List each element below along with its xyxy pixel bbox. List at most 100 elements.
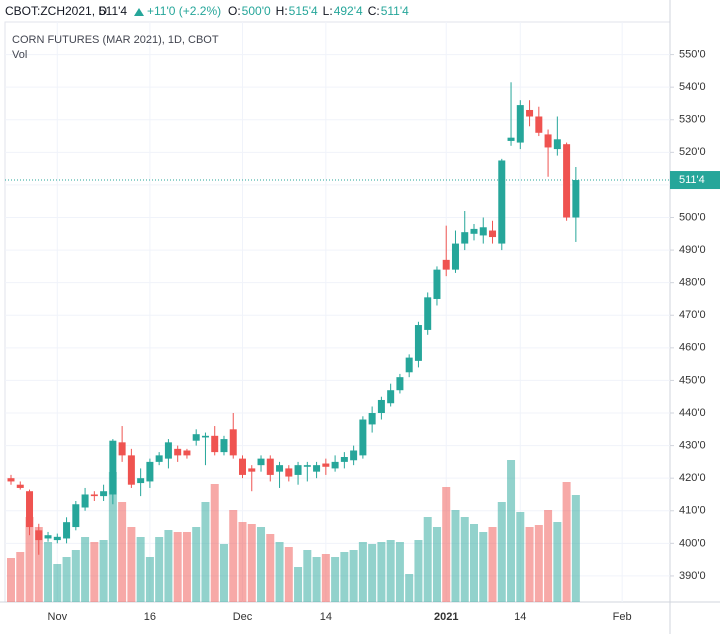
candle-body bbox=[414, 325, 422, 361]
x-tick-label: 2021 bbox=[434, 611, 458, 623]
candle-body bbox=[285, 468, 293, 477]
volume-bar bbox=[81, 537, 90, 602]
volume-bar bbox=[423, 517, 432, 602]
candle-body bbox=[72, 504, 80, 528]
y-tick-label: 550'0 bbox=[679, 48, 706, 60]
candle-body bbox=[137, 478, 145, 484]
candle-body bbox=[127, 455, 135, 485]
candle-body bbox=[340, 457, 348, 462]
volume-label: Vol bbox=[12, 49, 27, 61]
volume-bar bbox=[321, 554, 330, 602]
volume-bar bbox=[257, 527, 266, 602]
candle-body bbox=[53, 536, 61, 541]
volume-bar bbox=[432, 527, 441, 602]
candle-body bbox=[313, 465, 321, 472]
volume-bar bbox=[395, 542, 404, 602]
last-price-tag bbox=[670, 171, 720, 190]
candle-body bbox=[442, 259, 450, 270]
candle-body bbox=[183, 450, 191, 456]
ohlc-value: 500'0 bbox=[242, 4, 271, 18]
candle-body bbox=[498, 160, 506, 244]
x-tick-label: Dec bbox=[233, 611, 253, 623]
x-tick-label: 16 bbox=[144, 611, 156, 623]
candle-body bbox=[155, 455, 163, 462]
y-tick-label: 470'0 bbox=[679, 309, 706, 321]
candle-body bbox=[359, 419, 367, 456]
ohlc-value: 511'4 bbox=[381, 4, 409, 18]
volume-bar bbox=[266, 534, 275, 602]
candle-body bbox=[322, 463, 330, 467]
y-tick-label: 480'0 bbox=[679, 277, 706, 289]
volume-bar bbox=[238, 522, 247, 602]
candle-body bbox=[220, 439, 228, 453]
candle-body bbox=[507, 137, 515, 141]
candle-body bbox=[266, 458, 274, 475]
x-tick-label: 14 bbox=[320, 611, 332, 623]
candle-body bbox=[211, 435, 219, 453]
last-price: 511'4 bbox=[99, 4, 127, 18]
candle-body bbox=[553, 139, 561, 150]
candle-body bbox=[479, 227, 487, 236]
volume-bar bbox=[553, 522, 562, 602]
y-tick-label: 390'0 bbox=[679, 570, 706, 582]
y-tick-label: 490'0 bbox=[679, 244, 706, 256]
volume-bar bbox=[507, 460, 516, 602]
last-price-label: 511'4 bbox=[679, 174, 705, 186]
candle-body bbox=[350, 450, 358, 461]
volume-bar bbox=[90, 542, 99, 602]
volume-bar bbox=[534, 525, 543, 602]
candle-body bbox=[118, 442, 126, 456]
volume-bar bbox=[562, 482, 571, 602]
candle-body bbox=[368, 413, 376, 425]
chart-title: CORN FUTURES (MAR 2021), 1D, CBOT bbox=[12, 34, 219, 46]
volume-bar bbox=[488, 527, 497, 602]
volume-bar bbox=[275, 542, 284, 602]
volume-bar bbox=[25, 517, 34, 602]
y-tick-label: 460'0 bbox=[679, 342, 706, 354]
candle-body bbox=[164, 442, 172, 459]
change: +11'0 (+2.2%) bbox=[147, 4, 221, 18]
candle-body bbox=[109, 440, 117, 495]
candle-body bbox=[303, 465, 311, 467]
volume-bar bbox=[16, 552, 25, 602]
volume-bar bbox=[155, 537, 164, 602]
ohlc-label: O: bbox=[228, 4, 241, 18]
x-tick-label: Feb bbox=[613, 611, 632, 623]
volume-bar bbox=[516, 512, 525, 602]
volume-bar bbox=[460, 517, 469, 602]
candle-body bbox=[16, 484, 24, 488]
y-tick-label: 410'0 bbox=[679, 505, 706, 517]
volume-bar bbox=[470, 524, 478, 602]
candle-body bbox=[44, 535, 52, 539]
x-tick-label: 14 bbox=[514, 611, 526, 623]
ohlc-label: C: bbox=[368, 4, 380, 18]
volume-bar bbox=[229, 510, 238, 602]
y-tick-label: 500'0 bbox=[679, 211, 706, 223]
y-tick-label: 450'0 bbox=[679, 374, 706, 386]
candle-body bbox=[63, 522, 71, 539]
volume-bar bbox=[182, 532, 191, 602]
volume-bar bbox=[53, 564, 62, 602]
volume-bar bbox=[331, 557, 340, 602]
volume-bar bbox=[247, 524, 256, 602]
volume-bar bbox=[108, 472, 117, 602]
y-tick-label: 400'0 bbox=[679, 537, 706, 549]
up-arrow bbox=[134, 8, 144, 16]
candle-body bbox=[100, 491, 108, 497]
volume-bar bbox=[544, 510, 553, 602]
candle-body bbox=[461, 232, 469, 244]
volume-bar bbox=[303, 550, 312, 602]
candle-body bbox=[276, 465, 284, 472]
volume-bar bbox=[136, 537, 145, 602]
candle-body bbox=[90, 494, 98, 497]
candle-body bbox=[387, 390, 395, 404]
candle-body bbox=[563, 144, 571, 218]
candle-body bbox=[396, 377, 404, 391]
volume-bar bbox=[7, 558, 15, 602]
candle-body bbox=[294, 465, 302, 475]
candle-body bbox=[405, 357, 413, 373]
candle-body bbox=[81, 494, 89, 508]
volume-bar bbox=[99, 540, 108, 602]
ohlc-value: 492'4 bbox=[334, 4, 363, 18]
candle-body bbox=[470, 228, 478, 234]
